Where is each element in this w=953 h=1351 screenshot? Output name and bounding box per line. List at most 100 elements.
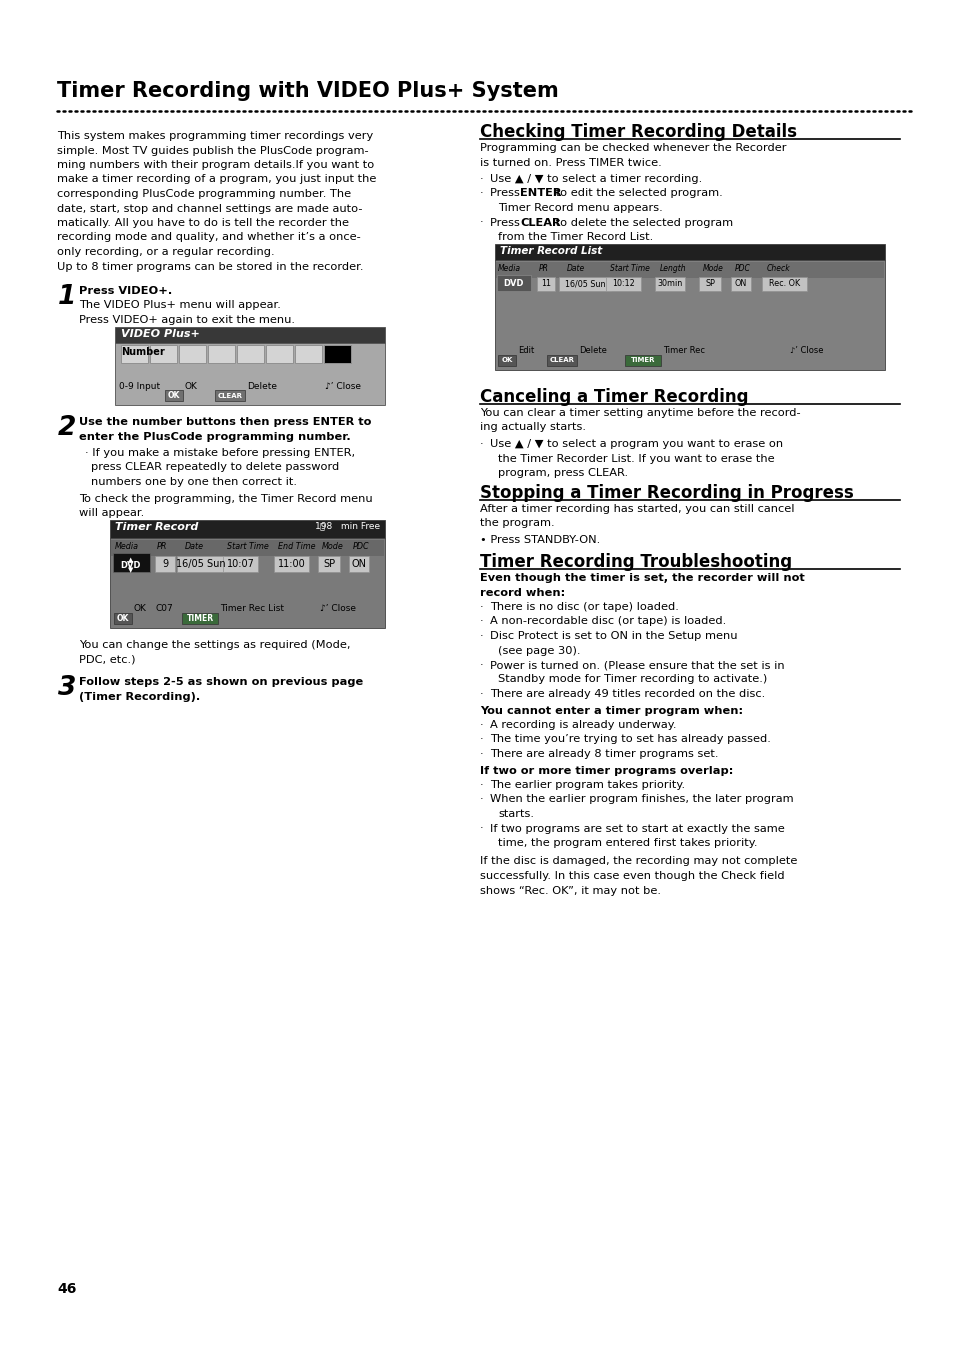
Bar bbox=[349, 557, 369, 571]
Text: Disc Protect is set to ON in the Setup menu: Disc Protect is set to ON in the Setup m… bbox=[490, 631, 737, 640]
Text: Stopping a Timer Recording in Progress: Stopping a Timer Recording in Progress bbox=[479, 484, 853, 503]
Text: 9: 9 bbox=[162, 559, 168, 569]
Text: Delete: Delete bbox=[578, 346, 606, 355]
Text: There are already 8 timer programs set.: There are already 8 timer programs set. bbox=[490, 748, 718, 759]
Text: ing actually starts.: ing actually starts. bbox=[479, 423, 585, 432]
Text: To check the programming, the Timer Record menu: To check the programming, the Timer Reco… bbox=[79, 493, 373, 504]
Text: Check: Check bbox=[766, 263, 790, 273]
Bar bbox=[110, 520, 385, 538]
Text: TIMER: TIMER bbox=[630, 358, 655, 363]
Text: If the disc is damaged, the recording may not complete: If the disc is damaged, the recording ma… bbox=[479, 857, 797, 866]
Text: ·: · bbox=[479, 720, 483, 730]
Bar bbox=[274, 557, 309, 571]
Text: OK: OK bbox=[168, 390, 180, 400]
Text: 0-9 Input: 0-9 Input bbox=[119, 382, 160, 390]
Text: PR: PR bbox=[157, 542, 167, 551]
Text: Edit: Edit bbox=[517, 346, 534, 355]
Text: starts.: starts. bbox=[497, 809, 534, 819]
Bar bbox=[558, 277, 610, 290]
Bar bbox=[150, 345, 177, 363]
Bar bbox=[115, 327, 385, 343]
Text: SP: SP bbox=[323, 559, 335, 569]
Text: enter the PlusCode programming number.: enter the PlusCode programming number. bbox=[79, 431, 351, 442]
Bar bbox=[113, 613, 132, 624]
Text: Delete: Delete bbox=[247, 382, 276, 390]
Text: DVD: DVD bbox=[121, 561, 141, 570]
Bar bbox=[182, 613, 218, 624]
Bar bbox=[112, 553, 150, 571]
Bar bbox=[111, 540, 384, 557]
Text: There is no disc (or tape) loaded.: There is no disc (or tape) loaded. bbox=[490, 603, 679, 612]
Bar bbox=[497, 276, 531, 290]
Text: 2: 2 bbox=[58, 415, 76, 440]
Bar bbox=[236, 345, 264, 363]
Text: End Time: End Time bbox=[277, 542, 315, 551]
Text: 11:00: 11:00 bbox=[277, 559, 305, 569]
Text: 16/05 Sun: 16/05 Sun bbox=[564, 280, 604, 289]
Text: PDC: PDC bbox=[353, 542, 369, 551]
Text: VIDEO Plus+: VIDEO Plus+ bbox=[121, 330, 200, 339]
Bar bbox=[699, 277, 720, 290]
Text: (see page 30).: (see page 30). bbox=[497, 646, 579, 655]
Bar bbox=[266, 345, 293, 363]
Text: Rec. OK: Rec. OK bbox=[768, 280, 800, 289]
Text: ·: · bbox=[479, 439, 483, 449]
Text: Canceling a Timer Recording: Canceling a Timer Recording bbox=[479, 388, 748, 407]
Text: Checking Timer Recording Details: Checking Timer Recording Details bbox=[479, 123, 796, 141]
Bar bbox=[208, 345, 234, 363]
Text: will appear.: will appear. bbox=[79, 508, 144, 517]
Text: This system makes programming timer recordings very: This system makes programming timer reco… bbox=[57, 131, 373, 141]
Text: Start Time: Start Time bbox=[609, 263, 649, 273]
Text: ·: · bbox=[479, 794, 483, 804]
Text: Use the number buttons then press ENTER to: Use the number buttons then press ENTER … bbox=[79, 417, 371, 427]
Text: ming numbers with their program details.If you want to: ming numbers with their program details.… bbox=[57, 159, 374, 170]
Text: ON: ON bbox=[734, 280, 746, 289]
Text: PR: PR bbox=[538, 263, 548, 273]
Text: is turned on. Press TIMER twice.: is turned on. Press TIMER twice. bbox=[479, 158, 661, 168]
Bar bbox=[495, 245, 884, 259]
Text: Press VIDEO+ again to exit the menu.: Press VIDEO+ again to exit the menu. bbox=[79, 315, 294, 326]
Text: Programming can be checked whenever the Recorder: Programming can be checked whenever the … bbox=[479, 143, 785, 153]
Text: You can clear a timer setting anytime before the record-: You can clear a timer setting anytime be… bbox=[479, 408, 800, 417]
Text: If two programs are set to start at exactly the same: If two programs are set to start at exac… bbox=[490, 824, 784, 834]
Text: ·: · bbox=[479, 780, 483, 790]
Text: Press VIDEO+.: Press VIDEO+. bbox=[79, 286, 172, 296]
Text: PDC: PDC bbox=[734, 263, 750, 273]
Text: successfully. In this case even though the Check field: successfully. In this case even though t… bbox=[479, 871, 783, 881]
Text: Start Time: Start Time bbox=[227, 542, 269, 551]
Text: If two or more timer programs overlap:: If two or more timer programs overlap: bbox=[479, 766, 733, 775]
Text: OK: OK bbox=[500, 358, 512, 363]
Text: ON: ON bbox=[351, 559, 366, 569]
Text: only recording, or a regular recording.: only recording, or a regular recording. bbox=[57, 247, 274, 257]
Text: 10:12: 10:12 bbox=[612, 280, 634, 289]
Text: 198   min Free: 198 min Free bbox=[314, 521, 379, 531]
Text: You cannot enter a timer program when:: You cannot enter a timer program when: bbox=[479, 705, 742, 716]
Bar bbox=[214, 390, 245, 401]
Text: record when:: record when: bbox=[479, 588, 565, 597]
Text: time, the program entered first takes priority.: time, the program entered first takes pr… bbox=[497, 838, 757, 848]
Text: Timer Record List: Timer Record List bbox=[499, 246, 601, 255]
Text: numbers one by one then correct it.: numbers one by one then correct it. bbox=[91, 477, 296, 486]
Text: 11: 11 bbox=[540, 280, 551, 289]
Text: program, press CLEAR.: program, press CLEAR. bbox=[497, 467, 627, 478]
Text: The VIDEO Plus+ menu will appear.: The VIDEO Plus+ menu will appear. bbox=[79, 300, 280, 311]
Text: ♪’ Close: ♪’ Close bbox=[789, 346, 822, 355]
Text: ·: · bbox=[479, 824, 483, 834]
Text: SP: SP bbox=[704, 280, 714, 289]
Bar bbox=[324, 345, 351, 363]
Bar bbox=[655, 277, 684, 290]
Text: ♪’ Close: ♪’ Close bbox=[325, 382, 360, 390]
Text: shows “Rec. OK”, it may not be.: shows “Rec. OK”, it may not be. bbox=[479, 885, 660, 896]
Bar bbox=[605, 277, 640, 290]
Text: ▼: ▼ bbox=[128, 567, 133, 573]
Text: A recording is already underway.: A recording is already underway. bbox=[490, 720, 676, 730]
Text: ENTER: ENTER bbox=[519, 189, 561, 199]
Bar bbox=[110, 538, 385, 628]
Text: Timer Record: Timer Record bbox=[115, 521, 198, 532]
Text: ▲: ▲ bbox=[128, 557, 133, 563]
Text: Date: Date bbox=[185, 542, 204, 551]
Bar bbox=[179, 345, 206, 363]
Text: CLEAR: CLEAR bbox=[519, 218, 560, 227]
Bar bbox=[121, 345, 148, 363]
Text: Press: Press bbox=[490, 189, 523, 199]
